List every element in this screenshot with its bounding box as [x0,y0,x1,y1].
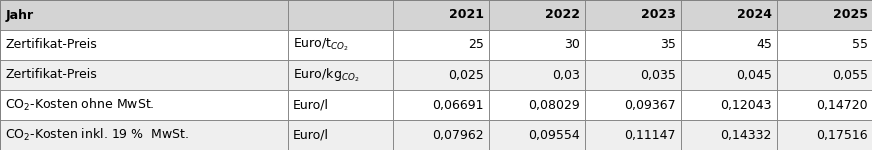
Bar [585,120,681,150]
Bar [288,0,393,30]
Text: 0,06691: 0,06691 [433,99,484,111]
Bar [681,0,777,30]
Text: 2024: 2024 [737,9,772,21]
Bar [288,120,393,150]
Bar [0,0,288,30]
Text: 0,09554: 0,09554 [528,129,580,141]
Text: 0,08029: 0,08029 [528,99,580,111]
Text: 0,14720: 0,14720 [816,99,868,111]
Text: 30: 30 [564,39,580,51]
Text: 0,035: 0,035 [640,69,676,81]
Text: 45: 45 [756,39,772,51]
Text: Euro/l: Euro/l [293,99,330,111]
Bar [489,30,585,60]
Text: 55: 55 [852,39,868,51]
Text: 0,07962: 0,07962 [433,129,484,141]
Text: 2021: 2021 [449,9,484,21]
Bar [393,90,489,120]
Text: Zertifikat-Preis: Zertifikat-Preis [5,69,97,81]
Text: 0,11147: 0,11147 [624,129,676,141]
Text: CO$_2$-Kosten inkl. 19 %  MwSt.: CO$_2$-Kosten inkl. 19 % MwSt. [5,127,189,143]
Text: 0,17516: 0,17516 [816,129,868,141]
Bar [0,120,288,150]
Bar [777,120,872,150]
Bar [393,120,489,150]
Text: Zertifikat-Preis: Zertifikat-Preis [5,39,97,51]
Bar [681,120,777,150]
Bar [0,60,288,90]
Text: Euro/t$_{CO_2}$: Euro/t$_{CO_2}$ [293,37,350,53]
Text: 2025: 2025 [833,9,868,21]
Bar [489,60,585,90]
Text: Euro/kg$_{CO_2}$: Euro/kg$_{CO_2}$ [293,66,359,84]
Bar [288,60,393,90]
Bar [777,30,872,60]
Bar [681,30,777,60]
Bar [585,60,681,90]
Text: 0,09367: 0,09367 [624,99,676,111]
Text: 0,025: 0,025 [448,69,484,81]
Text: 2022: 2022 [545,9,580,21]
Text: Euro/l: Euro/l [293,129,330,141]
Bar [393,30,489,60]
Text: 35: 35 [660,39,676,51]
Text: 2023: 2023 [641,9,676,21]
Text: 0,14332: 0,14332 [720,129,772,141]
Bar [489,90,585,120]
Bar [585,30,681,60]
Bar [585,90,681,120]
Bar [681,60,777,90]
Bar [489,0,585,30]
Bar [777,0,872,30]
Bar [288,90,393,120]
Text: Jahr: Jahr [5,9,33,21]
Bar [0,30,288,60]
Bar [288,30,393,60]
Bar [681,90,777,120]
Text: 0,055: 0,055 [832,69,868,81]
Bar [393,0,489,30]
Text: 0,12043: 0,12043 [720,99,772,111]
Bar [0,90,288,120]
Bar [777,60,872,90]
Bar [489,120,585,150]
Text: CO$_2$-Kosten ohne MwSt.: CO$_2$-Kosten ohne MwSt. [5,97,155,113]
Text: 25: 25 [468,39,484,51]
Text: 0,045: 0,045 [736,69,772,81]
Bar [585,0,681,30]
Bar [393,60,489,90]
Text: 0,03: 0,03 [552,69,580,81]
Bar [777,90,872,120]
